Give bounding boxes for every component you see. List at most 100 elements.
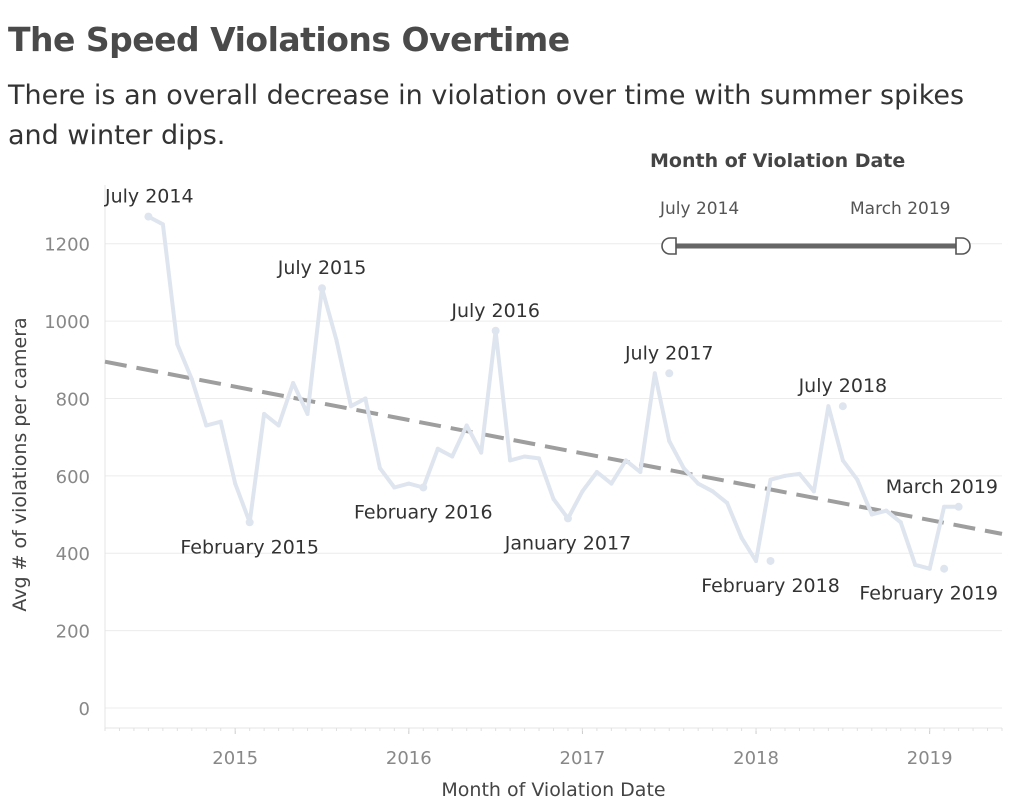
data-point — [667, 439, 672, 444]
chart-subtitle: There is an overall decrease in violatio… — [8, 80, 965, 151]
data-point — [739, 535, 744, 540]
point-annotation-label: February 2015 — [180, 536, 319, 558]
data-point — [377, 466, 382, 471]
slider-handle-shape[interactable] — [955, 237, 971, 255]
annotated-point — [940, 564, 949, 573]
point-annotation-label: July 2018 — [798, 375, 888, 397]
data-point — [392, 485, 397, 490]
point-annotation-label: March 2019 — [886, 476, 998, 498]
data-point — [262, 411, 267, 416]
annotated-point — [954, 502, 963, 511]
y-tick-label: 0 — [79, 699, 90, 720]
data-point — [898, 520, 903, 525]
data-point — [363, 396, 368, 401]
data-point — [696, 481, 701, 486]
trend-line — [104, 359, 1003, 536]
data-point — [884, 508, 889, 513]
data-point — [609, 481, 614, 486]
annotated-point — [563, 514, 572, 523]
y-tick-label: 1200 — [44, 235, 90, 256]
point-annotation-label: July 2016 — [450, 300, 540, 322]
slider-handle-shape[interactable] — [661, 237, 677, 255]
data-point — [551, 497, 556, 502]
axes: 0 200 400 600 800 1000 1200 2015 2016 2017 2018 201… — [44, 185, 1003, 769]
data-point — [450, 454, 455, 459]
point-annotation-label: July 2014 — [104, 186, 194, 208]
date-filter-end-label: March 2019 — [850, 199, 951, 219]
y-tick-label: 400 — [56, 544, 90, 565]
data-point — [797, 471, 802, 476]
y-tick-label: 200 — [56, 622, 90, 643]
x-axis-title: Month of Violation Date — [441, 779, 665, 801]
data-point — [710, 489, 715, 494]
y-tick-label: 800 — [56, 389, 90, 410]
y-tick-label: 1000 — [44, 312, 90, 333]
annotation-group: July 2014 February 2015 July 2015 February … — [104, 186, 998, 605]
data-point — [768, 477, 773, 482]
data-point — [652, 371, 657, 376]
annotated-point — [318, 284, 327, 293]
data-point — [681, 466, 686, 471]
point-annotation-label: February 2018 — [701, 575, 840, 597]
data-point — [233, 481, 238, 486]
x-tick-label: 2018 — [733, 748, 779, 769]
data-point — [276, 423, 281, 428]
point-annotation-label: February 2019 — [859, 583, 998, 605]
annotated-point — [245, 518, 254, 527]
data-point — [204, 423, 209, 428]
trend-line-group — [104, 359, 1003, 536]
data-point — [840, 458, 845, 463]
data-point — [942, 504, 947, 509]
annotated-point — [766, 556, 775, 565]
annotated-point — [419, 483, 428, 492]
data-point — [725, 500, 730, 505]
data-point — [580, 489, 585, 494]
x-tick-label: 2019 — [907, 748, 953, 769]
data-point — [160, 222, 165, 227]
series-group — [146, 214, 961, 571]
annotated-point — [144, 212, 153, 221]
point-annotation-label: February 2016 — [354, 501, 493, 523]
data-point — [305, 411, 310, 416]
grid-lines — [105, 243, 1002, 709]
date-range-end-handle[interactable] — [955, 237, 971, 255]
data-point — [811, 489, 816, 494]
data-point — [291, 380, 296, 385]
y-axis-title: Avg # of violations per camera — [9, 317, 31, 611]
data-point — [435, 446, 440, 451]
data-point — [508, 458, 513, 463]
x-tick-label: 2016 — [386, 748, 432, 769]
date-filter-label: Month of Violation Date — [650, 150, 906, 172]
annotated-point — [491, 326, 500, 335]
data-point — [175, 342, 180, 347]
y-tick-label: 600 — [56, 467, 90, 488]
date-range-start-handle[interactable] — [661, 237, 677, 255]
data-point — [479, 450, 484, 455]
data-point — [782, 473, 787, 478]
data-point — [522, 454, 527, 459]
data-point — [348, 404, 353, 409]
data-point — [638, 469, 643, 474]
data-point — [623, 458, 628, 463]
annotated-point — [838, 402, 847, 411]
x-tick-label: 2015 — [212, 748, 258, 769]
data-point — [537, 456, 542, 461]
x-tick-label: 2017 — [560, 748, 606, 769]
annotated-point — [665, 369, 674, 378]
date-filter-start-label: July 2014 — [660, 199, 740, 219]
point-annotation-label: January 2017 — [504, 532, 631, 554]
data-point — [927, 566, 932, 571]
data-point — [826, 404, 831, 409]
chart-title: The Speed Violations Overtime — [8, 20, 570, 59]
data-point — [869, 512, 874, 517]
data-point — [855, 477, 860, 482]
data-point — [594, 469, 599, 474]
data-point — [218, 419, 223, 424]
data-point — [464, 423, 469, 428]
data-point — [913, 562, 918, 567]
point-annotation-label: July 2017 — [624, 342, 714, 364]
data-point — [406, 481, 411, 486]
point-annotation-label: July 2015 — [277, 257, 367, 279]
date-range-slider[interactable] — [661, 237, 971, 255]
